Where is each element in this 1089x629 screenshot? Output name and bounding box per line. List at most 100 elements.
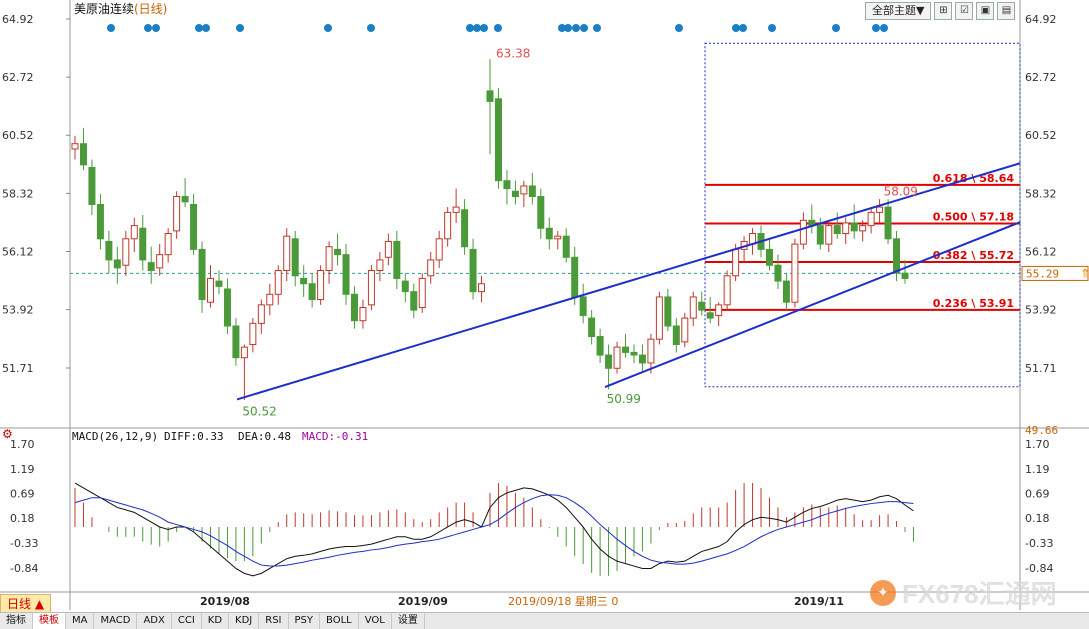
candle-body — [376, 259, 384, 272]
event-marker-icon — [494, 24, 502, 32]
tab-模板[interactable]: 模板 — [33, 613, 66, 629]
candle-body — [698, 301, 706, 311]
last-price-label: 55.29 — [1026, 267, 1059, 280]
price-tick-right: 53.92 — [1025, 304, 1057, 317]
panel-icon[interactable]: ▤ — [997, 2, 1016, 20]
candle-body — [122, 238, 130, 266]
event-marker-icon — [564, 24, 572, 32]
price-tick-left: 62.72 — [2, 71, 34, 84]
candle-body — [359, 306, 367, 322]
candle-body — [325, 246, 333, 272]
tab-KD[interactable]: KD — [202, 613, 230, 629]
toolbar: 全部主题▼ ⊞ ☑ ▣ ▤ — [865, 2, 1016, 20]
candle-body — [842, 222, 850, 235]
tab-MA[interactable]: MA — [66, 613, 95, 629]
macd-diff-line — [74, 482, 914, 577]
candle-body — [486, 90, 494, 102]
candle-body — [638, 354, 646, 364]
candle-body — [528, 185, 536, 198]
candle-body — [672, 325, 680, 345]
candle-body — [88, 166, 96, 205]
price-tick-left: 56.12 — [2, 245, 34, 258]
macd-tick-right: -0.33 — [1025, 537, 1053, 550]
theme-dropdown[interactable]: 全部主题▼ — [865, 2, 932, 20]
candle-body — [452, 206, 460, 213]
candle-body — [689, 296, 697, 319]
candle-body — [537, 196, 545, 229]
macd-tick-left: -0.84 — [10, 562, 38, 575]
tab-ADX[interactable]: ADX — [137, 613, 172, 629]
tab-RSI[interactable]: RSI — [259, 613, 289, 629]
tab-VOL[interactable]: VOL — [359, 613, 392, 629]
annotation-low2: 50.99 — [607, 392, 641, 406]
period-selector[interactable]: 日线 ▲ — [0, 594, 52, 614]
tab-BOLL[interactable]: BOLL — [320, 613, 359, 629]
price-tick-left: 53.92 — [2, 304, 34, 317]
price-tick-left: 51.71 — [2, 362, 34, 375]
candle-body — [427, 259, 435, 277]
tab-CCI[interactable]: CCI — [172, 613, 202, 629]
event-marker-icon — [466, 24, 474, 32]
candle-body — [867, 211, 875, 227]
tab-MACD[interactable]: MACD — [94, 613, 138, 629]
candle-body — [198, 248, 206, 301]
price-tick-right: 62.72 — [1025, 71, 1057, 84]
window-icon[interactable]: ▣ — [976, 2, 995, 20]
macd-tick-left: 0.69 — [10, 487, 35, 500]
event-marker-icon — [832, 24, 840, 32]
tab-指标[interactable]: 指标 — [0, 613, 33, 629]
candle-body — [342, 254, 350, 295]
grid-icon[interactable]: ⊞ — [934, 2, 953, 20]
tab-KDJ[interactable]: KDJ — [229, 613, 260, 629]
candle-body — [850, 222, 858, 232]
candle-body — [545, 227, 553, 240]
event-marker-icon — [593, 24, 601, 32]
macd-tick-left: 1.19 — [10, 463, 35, 476]
time-axis-label: 2019/09 — [398, 595, 448, 608]
tab-PSY[interactable]: PSY — [289, 613, 321, 629]
candle-body — [876, 206, 884, 213]
annotation-high: 63.38 — [496, 47, 530, 61]
candle-body — [622, 346, 630, 353]
macd-dea-line — [74, 494, 914, 567]
candle-body — [444, 211, 452, 240]
candle-body — [257, 304, 265, 324]
candle-body — [249, 322, 257, 345]
chart-period: (日线) — [134, 2, 167, 16]
candle-body — [681, 317, 689, 343]
price-tick-right: 64.92 — [1025, 13, 1057, 26]
candle-body — [596, 336, 604, 356]
macd-value: MACD:-0.31 — [302, 430, 368, 443]
candle-body — [884, 206, 892, 240]
candle-body — [410, 291, 418, 311]
chart-title: 美原油连续 — [74, 1, 134, 16]
candle-body — [164, 233, 172, 256]
macd-tick-left: -0.33 — [10, 537, 38, 550]
time-axis-label: 2019/08 — [200, 595, 250, 608]
tab-设置[interactable]: 设置 — [392, 613, 425, 629]
macd-tick-right: 0.69 — [1025, 487, 1050, 500]
candle-body — [300, 277, 308, 285]
channel-upper-line — [236, 162, 1021, 401]
candle-body — [266, 293, 274, 306]
macd-tick-left: 1.70 — [10, 438, 35, 451]
candle-body — [579, 296, 587, 316]
candle-body — [223, 288, 231, 327]
candle-body — [554, 235, 562, 240]
candle-body — [469, 248, 477, 293]
candle-body — [774, 264, 782, 282]
price-tick-left: 58.32 — [2, 187, 34, 200]
candle-body — [562, 235, 570, 258]
price-bottom-label: 49.66 — [1025, 424, 1058, 437]
last-price-box — [1021, 265, 1089, 281]
event-marker-icon — [732, 24, 740, 32]
macd-tick-right: 0.18 — [1025, 512, 1050, 525]
candle-body — [655, 296, 663, 340]
candle-body — [181, 196, 189, 203]
candle-body — [367, 270, 375, 306]
candle-body — [588, 317, 596, 338]
check-icon[interactable]: ☑ — [955, 2, 974, 20]
candle-body — [215, 280, 223, 287]
candle-body — [799, 219, 807, 245]
